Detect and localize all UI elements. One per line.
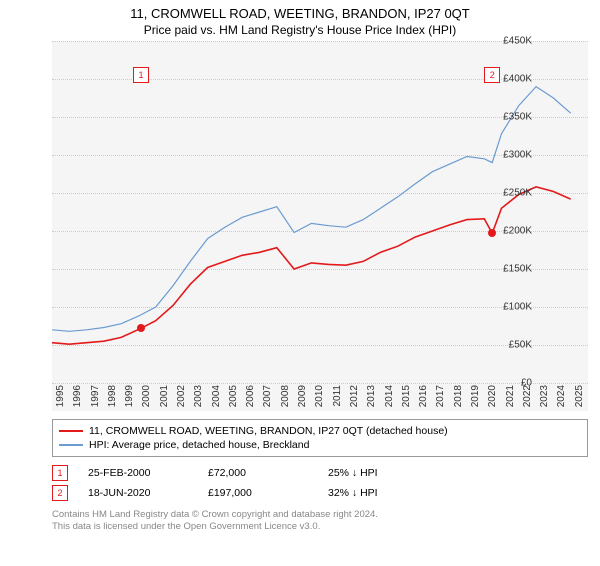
y-tick-label: £150K	[503, 264, 532, 275]
x-tick-label: 1995	[55, 385, 66, 407]
legend-swatch	[59, 430, 83, 432]
marker-box: 1	[133, 67, 149, 83]
legend-label: 11, CROMWELL ROAD, WEETING, BRANDON, IP2…	[89, 425, 448, 437]
x-tick-label: 2005	[228, 385, 239, 407]
x-tick-label: 2010	[314, 385, 325, 407]
x-tick-label: 2025	[574, 385, 585, 407]
transaction-marker: 1	[52, 465, 68, 481]
y-tick-label: £200K	[503, 226, 532, 237]
y-tick-label: £0	[521, 378, 532, 389]
chart-title: 11, CROMWELL ROAD, WEETING, BRANDON, IP2…	[0, 6, 600, 21]
x-tick-label: 1998	[107, 385, 118, 407]
legend-row: HPI: Average price, detached house, Brec…	[59, 438, 581, 452]
x-tick-label: 2007	[262, 385, 273, 407]
transaction-table: 1 25-FEB-2000 £72,000 25% ↓ HPI 2 18-JUN-2020…	[52, 463, 588, 503]
x-axis: 1995 1996 1997 1998 1999 2000 2001 2002 2003 2004…	[52, 383, 588, 411]
plot-area: 12	[52, 41, 588, 383]
x-tick-label: 2000	[141, 385, 152, 407]
x-tick-label: 1999	[124, 385, 135, 407]
footnote-line2: This data is licensed under the Open Gov…	[52, 521, 588, 533]
y-tick-label: £300K	[503, 150, 532, 161]
chart-area: 12 1995199619971998199920002001200220032…	[52, 41, 588, 411]
x-tick-label: 2017	[435, 385, 446, 407]
x-tick-label: 2004	[211, 385, 222, 407]
y-tick-label: £50K	[509, 340, 532, 351]
footnote-line1: Contains HM Land Registry data © Crown c…	[52, 509, 588, 521]
x-tick-label: 2001	[159, 385, 170, 407]
legend-label: HPI: Average price, detached house, Brec…	[89, 439, 309, 451]
transaction-delta: 25% ↓ HPI	[328, 467, 428, 479]
x-tick-label: 2021	[505, 385, 516, 407]
legend: 11, CROMWELL ROAD, WEETING, BRANDON, IP2…	[52, 419, 588, 457]
y-tick-label: £100K	[503, 302, 532, 313]
series-hpi	[52, 87, 571, 332]
chart-lines	[52, 41, 588, 383]
x-tick-label: 2008	[280, 385, 291, 407]
y-tick-label: £450K	[503, 36, 532, 47]
marker-box: 2	[484, 67, 500, 83]
x-tick-label: 2018	[453, 385, 464, 407]
transaction-date: 18-JUN-2020	[88, 487, 188, 499]
x-tick-label: 2012	[349, 385, 360, 407]
transaction-row: 1 25-FEB-2000 £72,000 25% ↓ HPI	[52, 463, 588, 483]
transaction-price: £197,000	[208, 487, 308, 499]
transaction-date: 25-FEB-2000	[88, 467, 188, 479]
x-tick-label: 2003	[193, 385, 204, 407]
x-tick-label: 1996	[72, 385, 83, 407]
x-tick-label: 2014	[384, 385, 395, 407]
y-tick-label: £350K	[503, 112, 532, 123]
x-tick-label: 2009	[297, 385, 308, 407]
transaction-delta: 32% ↓ HPI	[328, 487, 428, 499]
series-price_paid	[52, 187, 571, 344]
transaction-price: £72,000	[208, 467, 308, 479]
footnote: Contains HM Land Registry data © Crown c…	[52, 509, 588, 534]
x-tick-label: 2019	[470, 385, 481, 407]
x-tick-label: 1997	[90, 385, 101, 407]
x-tick-label: 2020	[487, 385, 498, 407]
x-tick-label: 2023	[539, 385, 550, 407]
x-tick-label: 2006	[245, 385, 256, 407]
x-tick-label: 2013	[366, 385, 377, 407]
x-tick-label: 2015	[401, 385, 412, 407]
x-tick-label: 2024	[556, 385, 567, 407]
y-tick-label: £400K	[503, 74, 532, 85]
legend-swatch	[59, 444, 83, 446]
marker-dot	[137, 324, 145, 332]
marker-dot	[488, 229, 496, 237]
chart-container: 11, CROMWELL ROAD, WEETING, BRANDON, IP2…	[0, 6, 600, 566]
legend-row: 11, CROMWELL ROAD, WEETING, BRANDON, IP2…	[59, 424, 581, 438]
x-tick-label: 2011	[332, 385, 343, 407]
x-tick-label: 2002	[176, 385, 187, 407]
transaction-marker: 2	[52, 485, 68, 501]
x-tick-label: 2016	[418, 385, 429, 407]
transaction-row: 2 18-JUN-2020 £197,000 32% ↓ HPI	[52, 483, 588, 503]
y-tick-label: £250K	[503, 188, 532, 199]
